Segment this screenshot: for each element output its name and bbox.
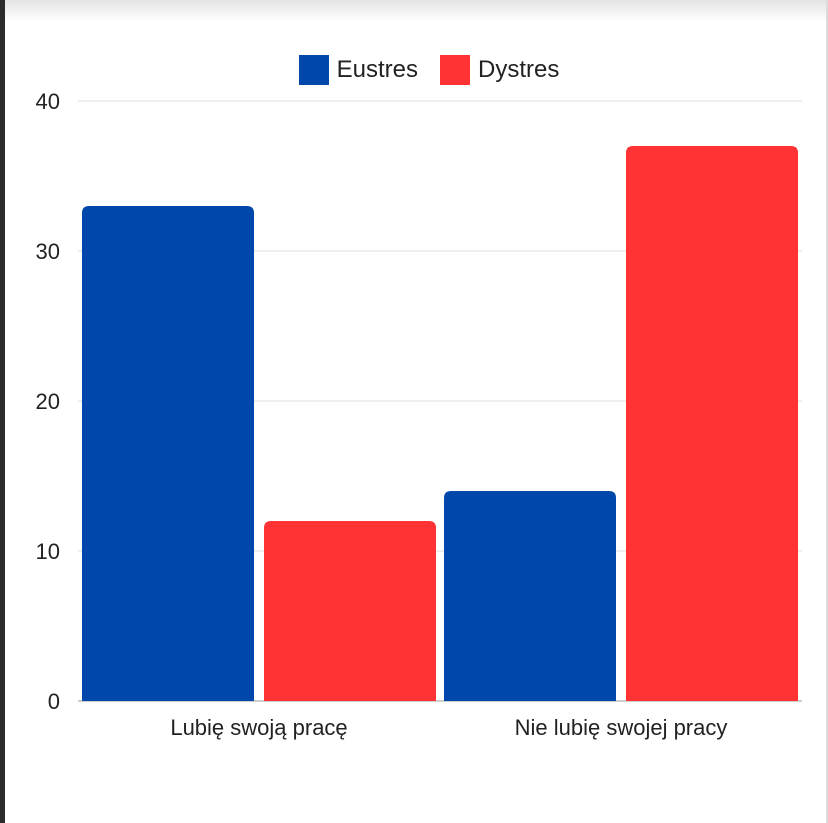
bar-dystres-0 [264, 521, 436, 701]
legend-item-eustres: Eustres [298, 55, 419, 85]
bar-eustres-1 [444, 491, 616, 701]
window-left-edge [0, 0, 5, 823]
legend-swatch-eustres [298, 55, 329, 85]
chart-legend: Eustres Dystres [0, 52, 828, 88]
window-right-edge [826, 0, 828, 823]
y-tick-label-10: 10 [36, 539, 60, 564]
y-tick-label-20: 20 [36, 389, 60, 414]
bar-dystres-1 [626, 146, 798, 701]
legend-label-dystres: Dystres [478, 56, 560, 83]
y-tick-label-0: 0 [48, 689, 60, 714]
legend-item-dystres: Dystres [440, 55, 559, 85]
y-tick-label-40: 40 [36, 89, 60, 114]
legend-label-eustres: Eustres [336, 56, 419, 83]
bar-eustres-0 [82, 206, 254, 701]
y-tick-label-30: 30 [36, 239, 60, 264]
x-category-label-1: Nie lubię swojej pracy [515, 715, 728, 740]
legend-swatch-dystres [440, 55, 471, 85]
window-top-shadow [0, 0, 828, 22]
x-category-label-0: Lubię swoją pracę [170, 715, 347, 740]
